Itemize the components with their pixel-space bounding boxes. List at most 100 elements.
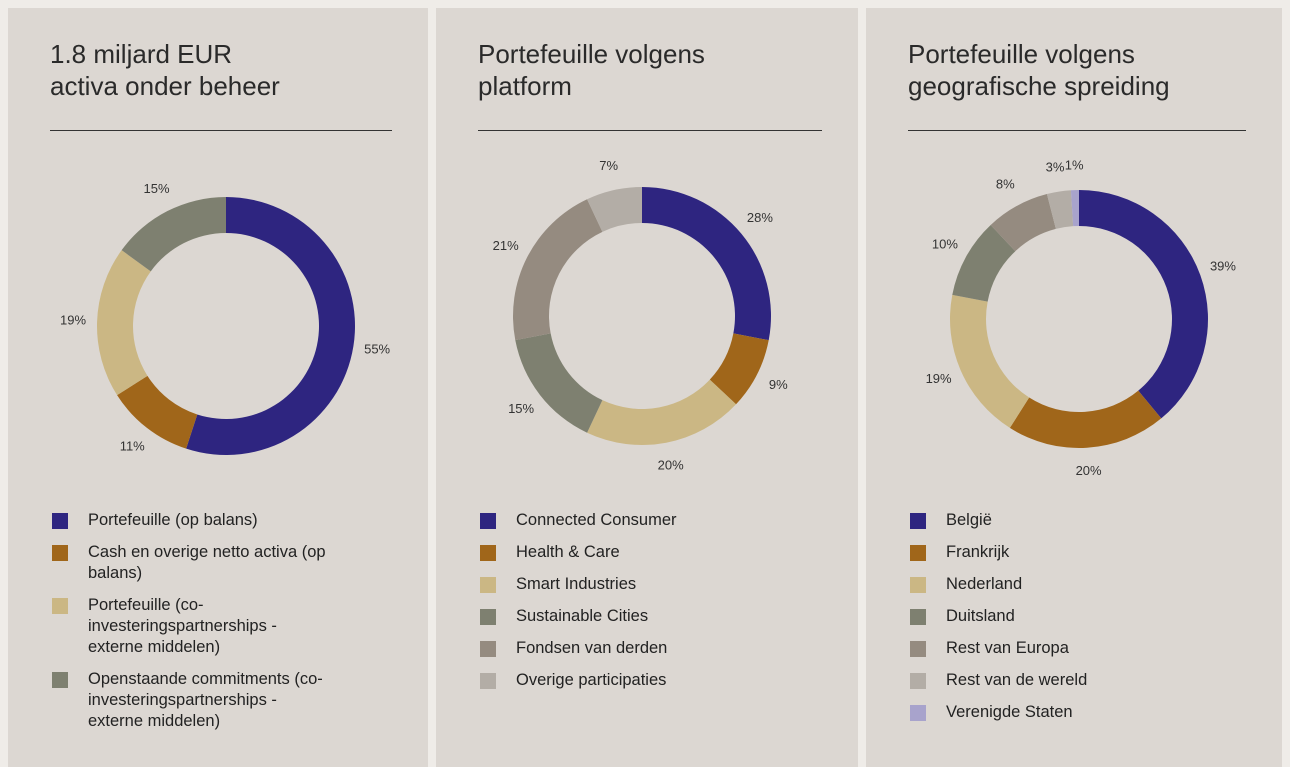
slice-label: 3% xyxy=(1046,159,1065,174)
legend-swatch xyxy=(910,609,926,625)
slice xyxy=(587,187,642,232)
legend-item: Duitsland xyxy=(910,606,1186,627)
legend-label: Duitsland xyxy=(946,607,1015,625)
legend-item: Nederland xyxy=(910,574,1186,595)
slice xyxy=(709,333,769,405)
legend-item: Portefeuille (op balans) xyxy=(52,510,328,531)
slice xyxy=(1009,390,1162,448)
slice xyxy=(121,197,226,272)
slice-label: 8% xyxy=(996,176,1015,191)
legend-item: Verenigde Staten xyxy=(910,702,1186,723)
slice xyxy=(1070,190,1079,227)
divider xyxy=(908,130,1246,131)
legend-label: België xyxy=(946,511,992,529)
slice-label: 10% xyxy=(932,237,958,252)
title-line: Portefeuille volgens xyxy=(478,39,705,69)
legend-swatch xyxy=(52,672,68,688)
legend-item: Smart Industries xyxy=(480,574,756,595)
legend-swatch xyxy=(910,705,926,721)
legend-label: Fondsen van derden xyxy=(516,639,668,657)
legend-label: Portefeuille (op balans) xyxy=(88,511,258,529)
legend-item: Rest van Europa xyxy=(910,638,1186,659)
legend-item: Connected Consumer xyxy=(480,510,756,531)
legend-item: Fondsen van derden xyxy=(480,638,756,659)
legend-swatch xyxy=(910,545,926,561)
chart-title: Portefeuille volgens platform xyxy=(478,38,705,102)
legend-label: Overige participaties xyxy=(516,671,667,689)
slice xyxy=(513,199,603,341)
legend-swatch xyxy=(910,577,926,593)
legend-swatch xyxy=(480,641,496,657)
slice-label: 9% xyxy=(769,377,788,392)
legend-label: Frankrijk xyxy=(946,543,1010,561)
legend-item: België xyxy=(910,510,1186,531)
title-line: platform xyxy=(478,71,572,101)
slice-label: 55% xyxy=(364,341,390,356)
legend-label: Rest van Europa xyxy=(946,639,1069,657)
slice-label: 39% xyxy=(1210,259,1236,274)
slice xyxy=(587,379,737,445)
legend-item: Openstaande commitments (co-investerings… xyxy=(52,669,328,732)
legend-label: Sustainable Cities xyxy=(516,607,649,625)
title-line: activa onder beheer xyxy=(50,71,280,101)
divider xyxy=(478,130,822,131)
legend: Portefeuille (op balans) Cash en overige … xyxy=(52,510,328,743)
slice-label: 15% xyxy=(144,181,170,196)
legend-swatch xyxy=(480,577,496,593)
chart-title: 1.8 miljard EUR activa onder beheer xyxy=(50,38,280,102)
legend: Connected Consumer Health & Care Smart Ind… xyxy=(480,510,756,702)
legend-label: Cash en overige netto activa (op balans) xyxy=(88,543,326,582)
legend-item: Portefeuille (co-investeringspartnership… xyxy=(52,595,328,658)
slice-label: 28% xyxy=(747,210,773,225)
legend-item: Rest van de wereld xyxy=(910,670,1186,691)
donut-chart: 39% 20% 19% 10% 8% 3% 1% xyxy=(926,158,1237,479)
slice-label: 20% xyxy=(658,458,684,473)
legend-item: Frankrijk xyxy=(910,542,1186,563)
slice xyxy=(515,333,603,433)
slice xyxy=(186,197,355,455)
legend-label: Portefeuille (co-investeringspartnership… xyxy=(88,596,277,656)
slice xyxy=(642,187,771,341)
legend-swatch xyxy=(480,609,496,625)
legend-item: Overige participaties xyxy=(480,670,756,691)
slice-label: 19% xyxy=(926,371,952,386)
slice xyxy=(950,294,1030,428)
legend-label: Smart Industries xyxy=(516,575,637,593)
slice xyxy=(117,375,198,449)
slice xyxy=(97,250,151,396)
slice-label: 15% xyxy=(508,401,534,416)
legend-item: Health & Care xyxy=(480,542,756,563)
legend-label: Health & Care xyxy=(516,543,620,561)
title-line: Portefeuille volgens xyxy=(908,39,1135,69)
panel: 1.8 miljard EUR activa onder beheer 55% 11%… xyxy=(8,8,428,767)
legend-swatch xyxy=(480,545,496,561)
slice xyxy=(1079,190,1208,419)
legend-swatch xyxy=(480,673,496,689)
legend-label: Openstaande commitments (co-investerings… xyxy=(88,670,323,730)
divider xyxy=(50,130,392,131)
slice-label: 7% xyxy=(599,158,618,173)
slice xyxy=(990,194,1056,252)
legend-swatch xyxy=(910,673,926,689)
chart-title: Portefeuille volgens geografische spreidi… xyxy=(908,38,1170,102)
legend-swatch xyxy=(52,513,68,529)
legend-swatch xyxy=(910,641,926,657)
slice xyxy=(952,224,1016,302)
legend-label: Nederland xyxy=(946,575,1023,593)
slice-label: 20% xyxy=(1076,463,1102,478)
legend-label: Connected Consumer xyxy=(516,511,677,529)
donut-chart: 55% 11% 19% 15% xyxy=(60,181,391,455)
legend-swatch xyxy=(52,598,68,614)
legend-label: Rest van de wereld xyxy=(946,671,1088,689)
legend-swatch xyxy=(52,545,68,561)
slice xyxy=(1046,190,1074,229)
legend: België Frankrijk Nederland Duitsland Rest va… xyxy=(910,510,1186,734)
legend-swatch xyxy=(910,513,926,529)
title-line: geografische spreiding xyxy=(908,71,1170,101)
slice-label: 19% xyxy=(60,313,86,328)
donut-chart: 28% 9% 20% 15% 21% 7% xyxy=(493,158,788,473)
slice-label: 1% xyxy=(1065,158,1084,173)
slice-label: 11% xyxy=(120,438,145,453)
legend-item: Cash en overige netto activa (op balans) xyxy=(52,542,328,584)
